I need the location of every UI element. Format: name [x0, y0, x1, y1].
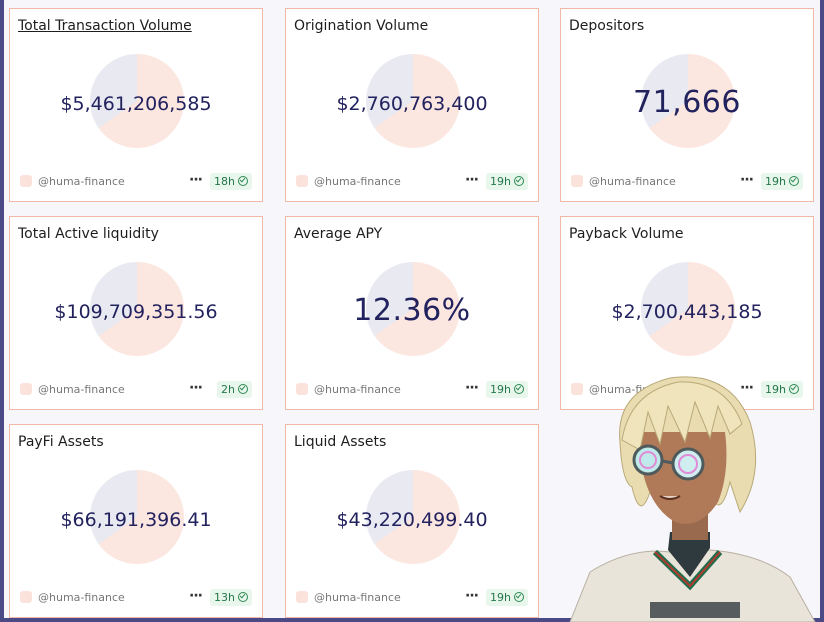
- card-total-transaction-volume[interactable]: Total Transaction Volume $5,461,206,585 …: [9, 8, 263, 202]
- card-liquid-assets[interactable]: Liquid Assets $43,220,499.40 @huma-finan…: [285, 424, 539, 618]
- check-circle-icon: [789, 176, 799, 186]
- card-title[interactable]: Total Active liquidity: [18, 226, 159, 242]
- donut-chart: [366, 54, 460, 148]
- card-title[interactable]: Depositors: [569, 18, 645, 34]
- check-circle-icon: [238, 176, 248, 186]
- card-average-apy[interactable]: Average APY 12.36% @huma-finance ··· 19h: [285, 216, 539, 410]
- author-avatar: [296, 175, 308, 187]
- author-link[interactable]: @huma-finance: [38, 591, 125, 604]
- card-origination-volume[interactable]: Origination Volume $2,760,763,400 @huma-…: [285, 8, 539, 202]
- ellipsis-icon[interactable]: ···: [740, 380, 754, 396]
- ellipsis-icon[interactable]: ···: [740, 172, 754, 188]
- card-title[interactable]: PayFi Assets: [18, 434, 104, 450]
- character-illustration: [569, 376, 816, 622]
- author-link[interactable]: @huma-finance: [314, 591, 401, 604]
- donut-chart: [366, 262, 460, 356]
- ellipsis-icon[interactable]: ···: [189, 380, 203, 396]
- card-value: $5,461,206,585: [60, 93, 212, 115]
- card-footer: @huma-finance ··· 18h: [20, 172, 252, 191]
- donut-chart: [90, 262, 184, 356]
- card-footer: @huma-finance ··· 19h: [296, 588, 528, 607]
- ellipsis-icon[interactable]: ···: [189, 172, 203, 188]
- card-value: $109,709,351.56: [54, 301, 218, 323]
- age-badge: 2h: [217, 381, 252, 398]
- ellipsis-icon[interactable]: ···: [465, 588, 479, 604]
- author-link[interactable]: @huma-finance: [314, 383, 401, 396]
- age-badge: 18h: [210, 173, 252, 190]
- donut-chart: [641, 54, 735, 148]
- ellipsis-icon[interactable]: ···: [189, 588, 203, 604]
- card-value: $43,220,499.40: [336, 509, 488, 531]
- check-circle-icon: [789, 384, 799, 394]
- age-badge: 19h: [761, 173, 803, 190]
- card-title[interactable]: Payback Volume: [569, 226, 684, 242]
- age-badge: 19h: [486, 173, 528, 190]
- author-link[interactable]: @huma-finance: [38, 383, 125, 396]
- donut-chart: [90, 54, 184, 148]
- donut-chart: [366, 470, 460, 564]
- age-badge: 19h: [486, 589, 528, 606]
- card-title[interactable]: Origination Volume: [294, 18, 429, 34]
- ellipsis-icon[interactable]: ···: [465, 380, 479, 396]
- card-footer: @huma-finance ··· 19h: [296, 380, 528, 399]
- author-link[interactable]: @huma-finance: [38, 175, 125, 188]
- card-title[interactable]: Liquid Assets: [294, 434, 387, 450]
- check-circle-icon: [238, 384, 248, 394]
- card-depositors[interactable]: Depositors 71,666 @huma-finance ··· 19h: [560, 8, 814, 202]
- donut-chart: [90, 470, 184, 564]
- check-circle-icon: [514, 176, 524, 186]
- age-badge: 13h: [210, 589, 252, 606]
- check-circle-icon: [238, 592, 248, 602]
- author-avatar: [571, 175, 583, 187]
- card-title[interactable]: Total Transaction Volume: [18, 18, 192, 34]
- author-avatar: [296, 591, 308, 603]
- age-badge: 19h: [486, 381, 528, 398]
- card-value: $66,191,396.41: [60, 509, 212, 531]
- card-payfi-assets[interactable]: PayFi Assets $66,191,396.41 @huma-financ…: [9, 424, 263, 618]
- author-avatar: [20, 591, 32, 603]
- author-link[interactable]: @huma-finance: [314, 175, 401, 188]
- author-avatar: [20, 175, 32, 187]
- card-footer: @huma-finance ··· 19h: [571, 172, 803, 191]
- donut-chart: [641, 262, 735, 356]
- author-avatar: [571, 383, 583, 395]
- card-value: $2,760,763,400: [336, 93, 488, 115]
- card-footer: @huma-finance ··· 2h: [20, 380, 252, 399]
- card-footer: @huma-finance ··· 13h: [20, 588, 252, 607]
- dashboard-canvas: Total Transaction Volume $5,461,206,585 …: [4, 0, 820, 618]
- ellipsis-icon[interactable]: ···: [465, 172, 479, 188]
- age-badge: 19h: [761, 381, 803, 398]
- author-avatar: [296, 383, 308, 395]
- check-circle-icon: [514, 592, 524, 602]
- card-footer: @huma-finance ··· 19h: [296, 172, 528, 191]
- card-value: 71,666: [633, 85, 741, 120]
- author-link[interactable]: @huma-finance: [589, 175, 676, 188]
- card-value: $2,700,443,185: [611, 301, 763, 323]
- author-avatar: [20, 383, 32, 395]
- card-title[interactable]: Average APY: [294, 226, 383, 242]
- check-circle-icon: [514, 384, 524, 394]
- card-value: 12.36%: [353, 293, 471, 328]
- card-total-active-liquidity[interactable]: Total Active liquidity $109,709,351.56 @…: [9, 216, 263, 410]
